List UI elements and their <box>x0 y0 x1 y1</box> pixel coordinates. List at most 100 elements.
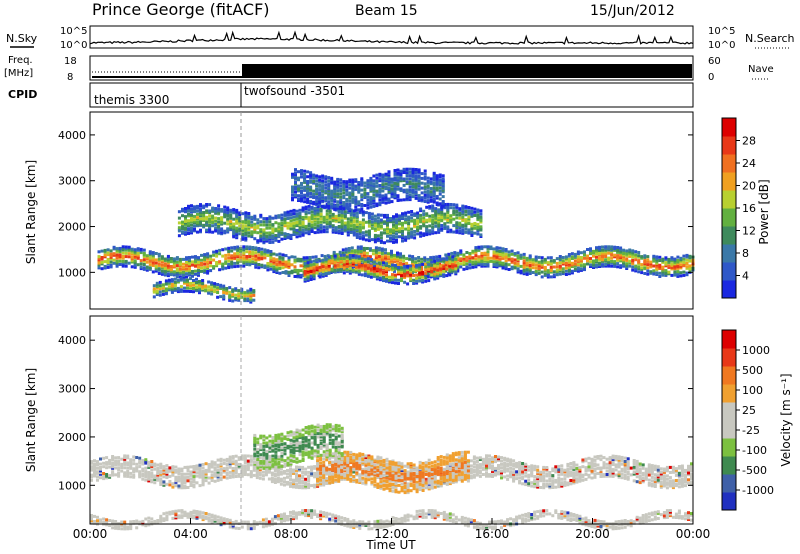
velocity-cell <box>258 456 262 460</box>
power-cell <box>139 251 143 255</box>
power-cell <box>353 263 357 267</box>
power-cell <box>173 288 177 292</box>
power-cell <box>476 232 480 236</box>
power-cell <box>421 275 425 279</box>
power-cell <box>473 223 477 227</box>
power-cell <box>522 265 526 269</box>
power-cell <box>303 174 307 178</box>
power-cell <box>238 229 242 232</box>
power-cell <box>325 222 329 226</box>
power-cell <box>414 177 418 181</box>
power-cell <box>291 190 294 194</box>
power-cell <box>429 199 433 203</box>
power-cell <box>340 211 344 215</box>
power-cell <box>331 214 335 218</box>
power-cell <box>155 283 159 287</box>
power-cell <box>245 247 249 250</box>
power-cell <box>366 274 370 278</box>
power-cell <box>458 207 462 211</box>
power-cell <box>118 246 122 250</box>
power-cell <box>376 224 380 228</box>
power-cell <box>420 172 424 176</box>
power-cell <box>178 270 182 274</box>
velocity-cell <box>111 473 115 477</box>
power-cell <box>435 195 439 198</box>
power-cell <box>480 264 484 268</box>
power-cell <box>204 284 208 288</box>
power-cell <box>412 267 416 271</box>
power-cell <box>269 259 273 263</box>
velocity-cell <box>126 474 130 478</box>
power-cell <box>250 223 254 227</box>
power-cell <box>215 251 219 255</box>
power-cell <box>549 261 553 264</box>
power-cell <box>373 238 377 242</box>
power-cell <box>253 227 257 231</box>
power-cell <box>252 289 256 293</box>
power-cell <box>393 189 397 193</box>
velocity-cell <box>283 464 286 468</box>
power-cell <box>294 177 297 181</box>
power-frame <box>89 111 694 310</box>
power-cell <box>297 187 300 191</box>
velocity-cell <box>102 461 106 465</box>
power-cell <box>369 189 373 193</box>
power-cell <box>637 260 641 264</box>
power-cell <box>361 226 365 230</box>
power-cell <box>396 179 400 183</box>
power-cell <box>334 219 338 223</box>
power-cell <box>384 193 388 197</box>
velocity-cell <box>93 469 96 473</box>
power-cell <box>175 270 179 274</box>
power-cell <box>218 252 222 256</box>
power-cell <box>124 255 128 259</box>
power-cell <box>420 181 424 185</box>
power-cell <box>570 265 574 268</box>
power-cell <box>634 267 638 271</box>
power-cell <box>215 264 219 268</box>
power-cell <box>355 227 359 231</box>
power-cell <box>226 217 230 221</box>
power-cell <box>196 230 199 234</box>
power-cell <box>498 253 502 257</box>
power-cell <box>231 299 235 303</box>
power-cell <box>357 208 361 212</box>
power-cell <box>166 272 170 276</box>
power-cell <box>381 199 385 203</box>
power-cell <box>386 222 389 225</box>
velocity-cell <box>144 458 148 462</box>
power-cell <box>366 180 370 184</box>
power-cell <box>222 295 226 299</box>
power-cell <box>208 203 212 207</box>
power-cell <box>492 255 496 259</box>
power-cell <box>462 256 466 260</box>
power-cell <box>265 236 269 240</box>
cpid-block-1: themis 3300 <box>94 93 169 107</box>
power-cell <box>360 267 364 270</box>
power-cell <box>197 257 200 261</box>
power-cell <box>464 213 468 217</box>
power-cell <box>298 221 302 225</box>
power-cell <box>306 275 310 279</box>
power-cell <box>188 272 191 275</box>
power-cell <box>619 265 623 269</box>
power-cell <box>355 229 359 233</box>
power-cell <box>607 248 611 252</box>
power-cell <box>304 226 308 230</box>
velocity-cell <box>298 474 301 478</box>
power-cell <box>256 231 260 235</box>
velocity-cell <box>180 472 184 476</box>
power-cell <box>434 216 438 220</box>
power-cell <box>208 227 212 231</box>
velocity-cell <box>225 468 229 472</box>
power-cell <box>465 265 469 269</box>
velocity-cell <box>222 467 226 471</box>
power-cell <box>567 254 571 258</box>
power-cell <box>387 257 390 260</box>
power-cell <box>333 193 337 197</box>
y-tick-label: 1000 <box>58 266 86 279</box>
power-cell <box>338 266 342 270</box>
power-cell <box>422 222 426 226</box>
power-cell <box>251 246 255 249</box>
power-cell <box>181 220 184 224</box>
